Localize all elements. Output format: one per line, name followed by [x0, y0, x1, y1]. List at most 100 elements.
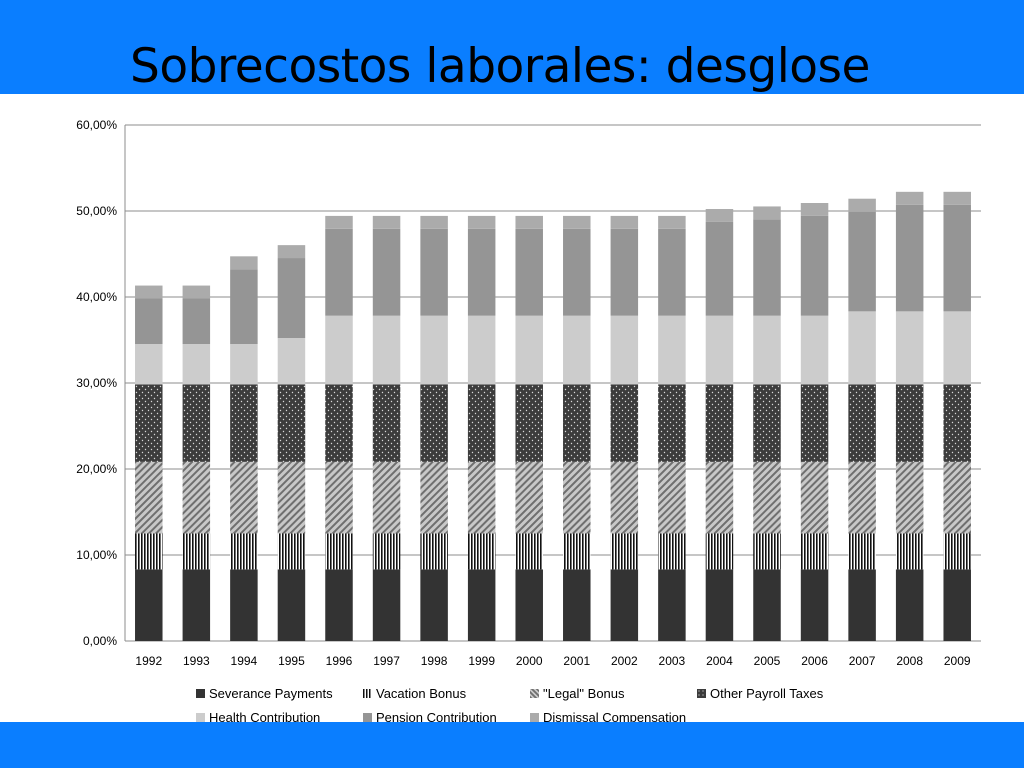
bar-segment: [658, 315, 686, 385]
bar-segment: [467, 315, 496, 385]
bar-segment: [277, 461, 306, 534]
x-tick-label: 2004: [706, 654, 733, 668]
y-tick-label: 20,00%: [76, 462, 117, 476]
bar-segment: [753, 533, 781, 570]
bar-segment: [753, 569, 781, 641]
bar-segment: [800, 315, 829, 385]
bar-segment: [895, 569, 924, 641]
bar-segment: [135, 298, 163, 345]
legend-swatch: [363, 712, 372, 722]
bar-segment: [848, 533, 876, 570]
bar-segment: [182, 533, 211, 570]
bar-segment: [563, 228, 591, 316]
bar-segment: [467, 461, 496, 534]
bar-segment: [705, 569, 734, 641]
bar-segment: [848, 384, 876, 462]
gridlines: [124, 124, 981, 642]
legend-item: Health Contribution: [196, 705, 363, 729]
legend-label: Dismissal Compensation: [543, 709, 687, 725]
y-axis-ticks: 0,00% 10,00% 20,00% 30,00% 40,00% 50,00% 60,00…: [76, 118, 117, 648]
x-tick-label: 2001: [563, 654, 590, 668]
bar-segment: [515, 384, 543, 462]
bar-segment: [563, 569, 591, 641]
bar-segment: [325, 533, 353, 570]
bar-segment: [800, 569, 829, 641]
bar-segment: [230, 461, 258, 534]
bar-segment: [610, 533, 639, 570]
bar-segment: [420, 315, 448, 385]
bar-segment: [705, 461, 734, 534]
stacked-bar-chart: 0,00% 10,00% 20,00% 30,00% 40,00% 50,00% 60,00…: [76, 118, 981, 668]
x-tick-label: 2009: [944, 654, 971, 668]
legend-item: Other Payroll Taxes: [697, 681, 864, 705]
bar-segment: [800, 215, 829, 316]
x-tick-label: 1994: [231, 654, 258, 668]
x-tick-label: 1999: [468, 654, 495, 668]
bar-segment: [372, 533, 401, 570]
legend-item: "Legal" Bonus: [530, 681, 697, 705]
bar-segment: [467, 569, 496, 641]
bar-segment: [135, 461, 163, 534]
bar-segment: [230, 569, 258, 641]
bar-segment: [277, 569, 306, 641]
bar-segment: [372, 215, 401, 229]
footer-band: [0, 722, 1024, 768]
bar-segment: [277, 533, 306, 570]
y-tick-label: 50,00%: [76, 204, 117, 218]
legend-label: Vacation Bonus: [376, 685, 467, 701]
y-tick-label: 30,00%: [76, 376, 117, 390]
bar-segment: [230, 344, 258, 385]
bar-segment: [135, 285, 163, 299]
bar-segment: [515, 315, 543, 385]
bar-segment: [658, 569, 686, 641]
bar-segment: [895, 384, 924, 462]
bar-segment: [230, 269, 258, 345]
bar-segment: [325, 461, 353, 534]
bar-segment: [277, 338, 306, 385]
bar-segment: [420, 215, 448, 229]
bar-segment: [658, 461, 686, 534]
bar-segment: [895, 533, 924, 570]
bar-segment: [230, 256, 258, 270]
bar-segment: [800, 461, 829, 534]
bar-segment: [895, 204, 924, 312]
bar-segment: [420, 461, 448, 534]
bar-segment: [943, 569, 971, 641]
bar-segment: [182, 344, 211, 385]
bar-segment: [658, 533, 686, 570]
bar-segment: [325, 228, 353, 316]
bar-segment: [705, 384, 734, 462]
bar-segment: [563, 215, 591, 229]
bar-segment: [182, 569, 211, 641]
bars: [135, 191, 971, 641]
y-tick-label: 40,00%: [76, 290, 117, 304]
bar-segment: [848, 461, 876, 534]
bar-segment: [800, 203, 829, 216]
bar-segment: [753, 384, 781, 462]
bar-segment: [610, 315, 639, 385]
bar-segment: [753, 206, 781, 220]
bar-segment: [610, 461, 639, 534]
bar-segment: [563, 315, 591, 385]
bar-segment: [658, 215, 686, 229]
x-tick-label: 2006: [801, 654, 828, 668]
bar-segment: [943, 384, 971, 462]
bar-segment: [753, 461, 781, 534]
bar-segment: [230, 533, 258, 570]
bar-segment: [895, 461, 924, 534]
bar-segment: [182, 298, 211, 345]
legend-item: Vacation Bonus: [363, 681, 530, 705]
header-band: [0, 0, 1024, 94]
slide-title: Sobrecostos laborales: desglose: [130, 39, 870, 94]
bar-segment: [515, 215, 543, 229]
legend-label: Other Payroll Taxes: [710, 685, 824, 701]
bar-segment: [848, 198, 876, 212]
bar-segment: [372, 228, 401, 316]
x-tick-label: 2007: [849, 654, 876, 668]
bar-segment: [658, 384, 686, 462]
bar-segment: [182, 285, 211, 299]
legend-item: Severance Payments: [196, 681, 363, 705]
bar-segment: [325, 215, 353, 229]
bar-segment: [705, 315, 734, 385]
bar-segment: [563, 384, 591, 462]
